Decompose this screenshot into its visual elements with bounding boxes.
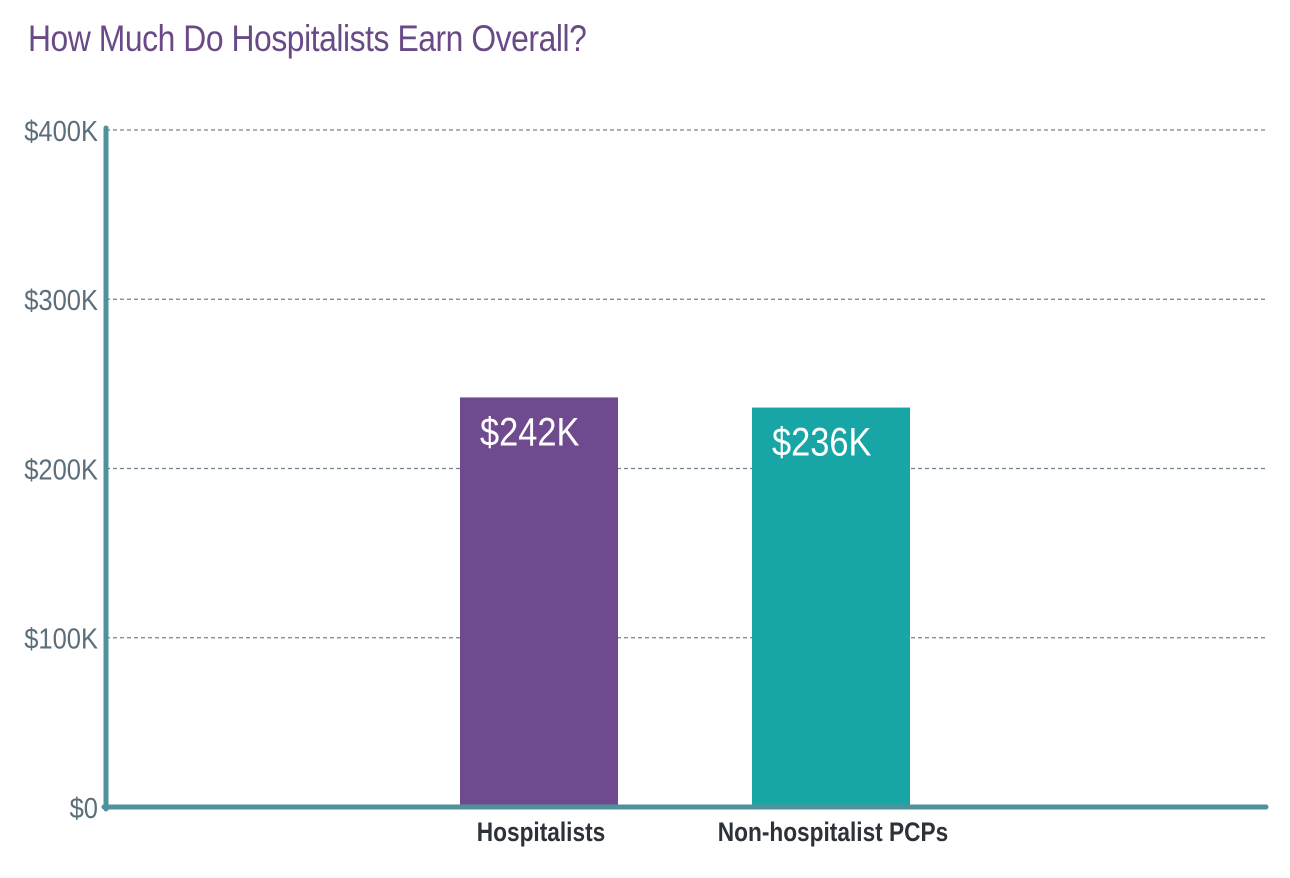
- bar-value-label: $236K: [772, 419, 872, 464]
- y-tick-label: $100K: [24, 622, 98, 655]
- y-tick-label: $0: [70, 791, 98, 824]
- bar: [460, 397, 618, 807]
- bar: [752, 407, 910, 807]
- bar-value-label: $242K: [480, 409, 580, 454]
- axes: [101, 125, 1269, 812]
- labels: $0 $100K $200K $300K $400K $242K Hospitalists $…: [24, 114, 948, 847]
- y-tick-label: $400K: [24, 114, 98, 147]
- x-tick-label: Non-hospitalist PCPs: [718, 817, 949, 847]
- y-tick-label: $200K: [24, 453, 98, 486]
- gridlines: [106, 129, 1266, 639]
- bars: [460, 397, 910, 807]
- x-tick-label: Hospitalists: [477, 817, 605, 847]
- chart-title: How Much Do Hospitalists Earn Overall?: [28, 18, 587, 59]
- y-tick-label: $300K: [24, 284, 98, 317]
